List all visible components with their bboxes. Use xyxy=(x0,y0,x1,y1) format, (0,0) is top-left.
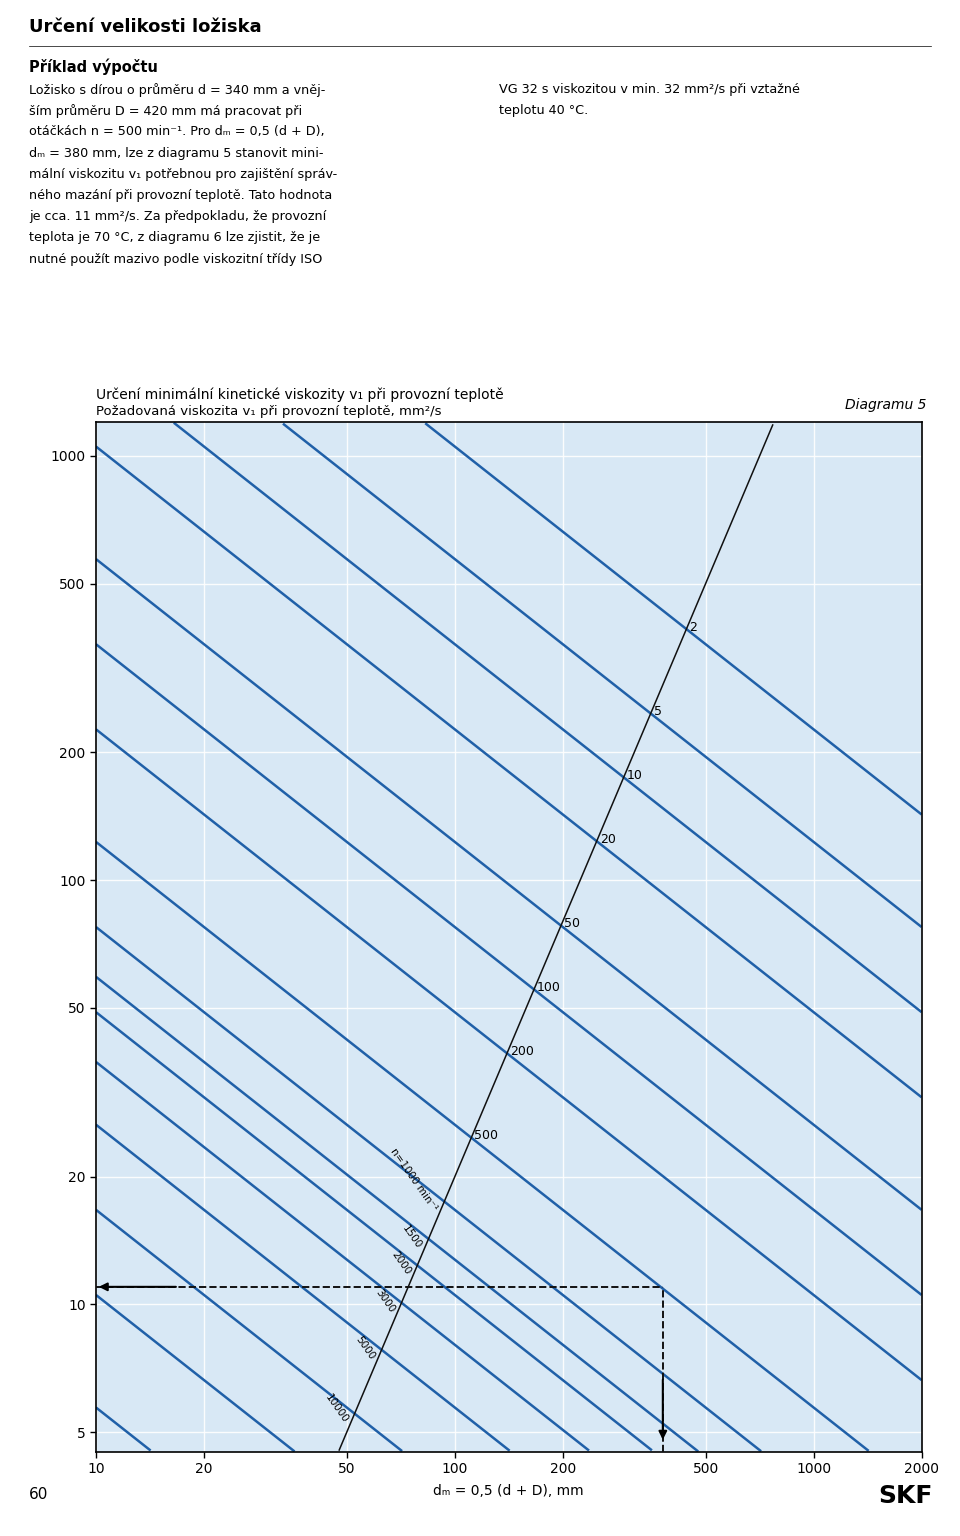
Text: Diagramu 5: Diagramu 5 xyxy=(845,398,926,412)
X-axis label: dₘ = 0,5 (d + D), mm: dₘ = 0,5 (d + D), mm xyxy=(434,1484,584,1498)
Text: otáčkách n = 500 min⁻¹. Pro dₘ = 0,5 (d + D),: otáčkách n = 500 min⁻¹. Pro dₘ = 0,5 (d … xyxy=(29,126,324,138)
Text: n=1000 min⁻¹: n=1000 min⁻¹ xyxy=(389,1146,440,1213)
Text: Příklad výpočtu: Příklad výpočtu xyxy=(29,58,157,75)
Text: 10: 10 xyxy=(627,770,642,782)
Text: 2000: 2000 xyxy=(390,1250,413,1276)
Text: Požadovaná viskozita v₁ při provozní teplotě, mm²/s: Požadovaná viskozita v₁ při provozní tep… xyxy=(96,406,442,418)
Text: 10000: 10000 xyxy=(323,1393,349,1425)
Text: nutné použít mazivo podle viskozitní třídy ISO: nutné použít mazivo podle viskozitní tří… xyxy=(29,252,323,266)
Text: Určení velikosti ložiska: Určení velikosti ložiska xyxy=(29,18,261,37)
Text: 5000: 5000 xyxy=(353,1333,377,1361)
Text: ného mazání při provozní teplotě. Tato hodnota: ného mazání při provozní teplotě. Tato h… xyxy=(29,189,332,201)
Text: teplota je 70 °C, z diagramu 6 lze zjistit, že je: teplota je 70 °C, z diagramu 6 lze zjist… xyxy=(29,232,320,244)
Text: ším průměru D = 420 mm má pracovat při: ším průměru D = 420 mm má pracovat při xyxy=(29,104,302,118)
Text: teplotu 40 °C.: teplotu 40 °C. xyxy=(499,104,588,117)
Text: dₘ = 380 mm, lze z diagramu 5 stanovit mini-: dₘ = 380 mm, lze z diagramu 5 stanovit m… xyxy=(29,146,324,160)
Text: VG 32 s viskozitou v min. 32 mm²/s při vztažné: VG 32 s viskozitou v min. 32 mm²/s při v… xyxy=(499,83,800,95)
Text: 2: 2 xyxy=(689,621,697,634)
Text: 100: 100 xyxy=(537,982,561,994)
Text: 60: 60 xyxy=(29,1487,48,1502)
Text: Ložisko s dírou o průměru d = 340 mm a vněj-: Ložisko s dírou o průměru d = 340 mm a v… xyxy=(29,83,325,97)
Text: 3000: 3000 xyxy=(373,1287,396,1315)
Text: 500: 500 xyxy=(474,1129,498,1143)
Text: SKF: SKF xyxy=(878,1484,933,1508)
Text: mální viskozitu v₁ potřebnou pro zajištění správ-: mální viskozitu v₁ potřebnou pro zajiště… xyxy=(29,167,337,181)
Text: 5: 5 xyxy=(654,705,661,719)
Text: 1500: 1500 xyxy=(400,1223,423,1250)
Text: 200: 200 xyxy=(510,1044,534,1058)
Text: 50: 50 xyxy=(564,917,580,931)
Text: 20: 20 xyxy=(600,833,615,846)
Text: je cca. 11 mm²/s. Za předpokladu, že provozní: je cca. 11 mm²/s. Za předpokladu, že pro… xyxy=(29,210,326,223)
Text: Určení minimální kinetické viskozity v₁ při provozní teplotě: Určení minimální kinetické viskozity v₁ … xyxy=(96,389,504,402)
